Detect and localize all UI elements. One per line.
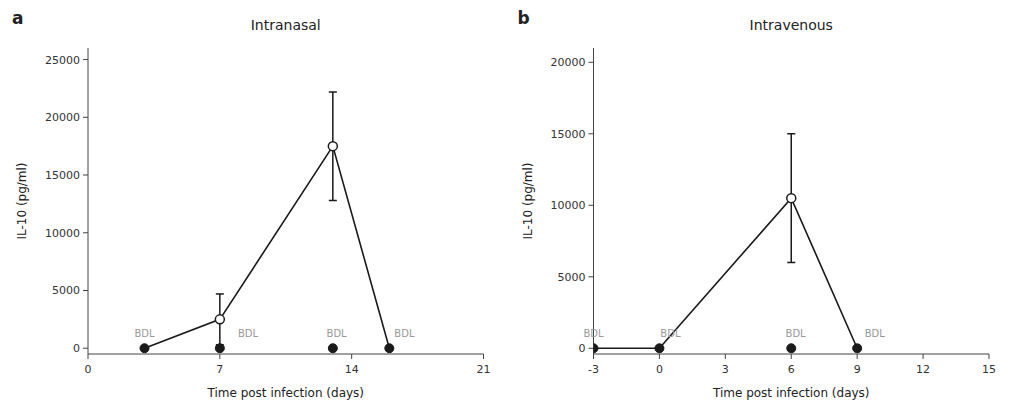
x-tick: [791, 354, 792, 359]
y-tick: [589, 348, 594, 349]
y-tick-label: 20000: [45, 111, 80, 124]
panel-label: a: [12, 8, 23, 28]
y-tick-label: 0: [73, 342, 80, 355]
annotation: BDL: [134, 328, 155, 339]
error-bar-cap: [329, 200, 337, 202]
panel: bIntravenous05000100001500020000-3036912…: [518, 8, 997, 400]
x-tick: [88, 354, 89, 359]
filled-marker: [594, 344, 599, 353]
y-axis: [593, 48, 594, 354]
panel-label: b: [518, 8, 530, 28]
y-axis-label: IL-10 (pg/ml): [15, 162, 29, 239]
title: Intranasal: [251, 17, 321, 33]
x-tick: [989, 354, 990, 359]
x-tick: [923, 354, 924, 359]
annotation: BDL: [865, 328, 886, 339]
error-bar: [787, 134, 795, 263]
x-tick: [659, 354, 660, 359]
y-tick-label: 5000: [52, 284, 80, 297]
x-tick-label: 21: [477, 363, 491, 376]
panel: a Intranasal 0 5000 10000 15000 20000 25000 0 7 14…: [12, 8, 491, 400]
x-axis: [88, 354, 484, 355]
x-tick-label: 14: [345, 363, 359, 376]
x-tick-label: 6: [788, 363, 795, 376]
x-tick-label: 0: [85, 363, 92, 376]
annotation: BDL: [238, 328, 259, 339]
open-marker: [215, 315, 224, 324]
y-tick: [83, 59, 88, 60]
x-tick-label: 15: [982, 363, 996, 376]
plot-area: [140, 92, 394, 353]
error-bar-cap: [216, 293, 224, 295]
line: [594, 198, 858, 348]
filled-marker: [655, 344, 664, 353]
x-tick-label: 7: [216, 363, 223, 376]
annotation: BDL: [394, 328, 415, 339]
y-tick: [589, 205, 594, 206]
open-marker: [328, 142, 337, 151]
y-tick-label: 0: [579, 342, 586, 355]
error-bar: [329, 92, 337, 201]
x-tick: [219, 354, 220, 359]
y-tick-label: 10000: [551, 199, 586, 212]
x-tick: [483, 354, 484, 359]
x-tick-label: 9: [854, 363, 861, 376]
y-tick: [589, 133, 594, 134]
error-bar-cap: [787, 133, 795, 135]
annotation: BDL: [583, 328, 604, 339]
y-tick: [83, 290, 88, 291]
x-axis-label: Time post infection (days): [206, 386, 364, 400]
annotation: BDL: [786, 328, 807, 339]
x-tick-label: -3: [588, 363, 599, 376]
x-tick-label: 0: [656, 363, 663, 376]
open-marker: [787, 194, 796, 203]
error-bar-cap: [329, 91, 337, 93]
annotation: BDL: [660, 328, 681, 339]
filled-marker: [328, 344, 337, 353]
error-bar: [216, 294, 224, 345]
y-tick: [589, 276, 594, 277]
y-tick: [83, 175, 88, 176]
y-axis: [88, 48, 89, 354]
y-tick-label: 20000: [551, 56, 586, 69]
line: [145, 146, 390, 348]
y-tick: [83, 117, 88, 118]
error-bar-cap: [787, 262, 795, 264]
y-tick-label: 15000: [551, 128, 586, 141]
error-bar-cap: [216, 344, 224, 346]
y-tick-label: 5000: [558, 271, 586, 284]
y-tick-label: 15000: [45, 169, 80, 182]
y-tick: [83, 348, 88, 349]
filled-marker: [853, 344, 862, 353]
x-tick: [351, 354, 352, 359]
title: Intravenous: [750, 17, 833, 33]
background: [0, 0, 1011, 412]
plot-area: [594, 134, 862, 353]
x-tick: [725, 354, 726, 359]
filled-marker: [787, 344, 796, 353]
x-tick-label: 3: [722, 363, 729, 376]
y-tick: [589, 62, 594, 63]
filled-marker: [140, 344, 149, 353]
x-tick: [593, 354, 594, 359]
filled-marker: [385, 344, 394, 353]
x-tick-label: 12: [916, 363, 930, 376]
figure: a Intranasal 0 5000 10000 15000 20000 25000 0 7 14…: [0, 0, 1011, 412]
annotation: BDL: [327, 328, 348, 339]
y-tick: [83, 232, 88, 233]
y-tick-label: 25000: [45, 54, 80, 67]
filled-marker: [215, 344, 224, 353]
x-tick: [857, 354, 858, 359]
y-tick-label: 10000: [45, 227, 80, 240]
y-axis-label: IL-10 (pg/ml): [521, 162, 535, 239]
x-axis-label: Time post infection (days): [712, 386, 870, 400]
